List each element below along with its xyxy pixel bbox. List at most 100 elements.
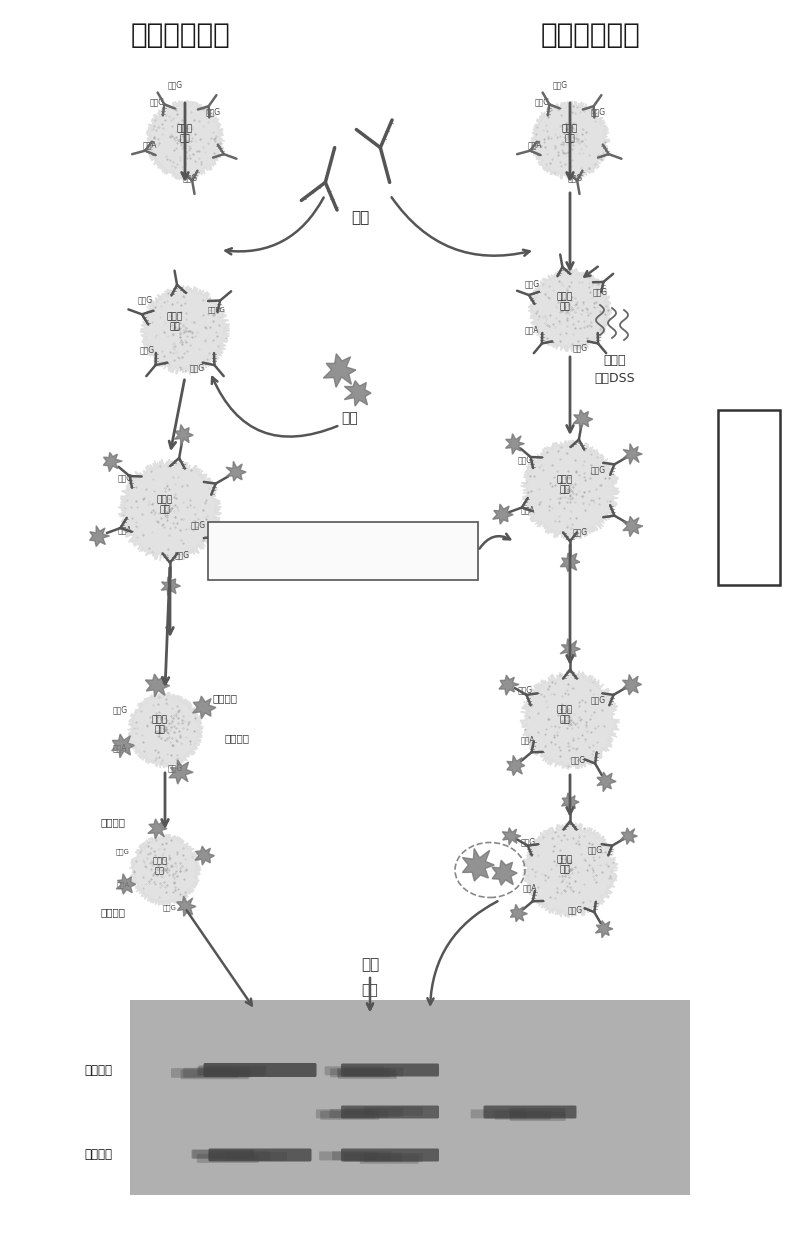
FancyBboxPatch shape xyxy=(338,1070,397,1079)
Polygon shape xyxy=(520,670,620,769)
Polygon shape xyxy=(323,354,356,388)
Text: 蛋白G: 蛋白G xyxy=(118,474,133,482)
FancyBboxPatch shape xyxy=(337,1068,396,1076)
Text: 蛋白A: 蛋白A xyxy=(522,884,538,892)
FancyBboxPatch shape xyxy=(208,1151,270,1160)
Text: 蛋白G: 蛋白G xyxy=(190,363,205,373)
FancyBboxPatch shape xyxy=(510,1112,566,1121)
Text: 蛋白G: 蛋白G xyxy=(174,551,190,559)
FancyBboxPatch shape xyxy=(197,1066,265,1076)
Text: 抗原: 抗原 xyxy=(342,411,358,425)
Polygon shape xyxy=(528,268,612,352)
Text: 蛋白G: 蛋白G xyxy=(190,521,206,530)
Text: 抗体轻链: 抗体轻链 xyxy=(84,1149,112,1161)
Polygon shape xyxy=(530,101,610,179)
Text: 琼脂糖
微珠: 琼脂糖 微珠 xyxy=(557,292,573,312)
Text: 蛋白G: 蛋白G xyxy=(567,905,582,915)
Polygon shape xyxy=(195,846,214,865)
Text: 蛋白FG: 蛋白FG xyxy=(208,307,226,313)
FancyBboxPatch shape xyxy=(341,1064,439,1076)
Text: 分子DSS: 分子DSS xyxy=(594,372,635,384)
Text: 琼脂糖
微珠: 琼脂糖 微珠 xyxy=(177,124,193,144)
FancyBboxPatch shape xyxy=(191,1150,254,1158)
FancyBboxPatch shape xyxy=(364,1106,423,1116)
Text: 蛋白G: 蛋白G xyxy=(590,696,606,705)
Text: 键: 键 xyxy=(745,498,753,513)
Polygon shape xyxy=(226,461,246,481)
FancyBboxPatch shape xyxy=(344,1068,403,1076)
Polygon shape xyxy=(623,444,642,465)
Polygon shape xyxy=(162,577,180,595)
Polygon shape xyxy=(118,459,222,561)
Text: 琼脂糖
微珠: 琼脂糖 微珠 xyxy=(167,312,183,332)
Text: 蛋白G: 蛋白G xyxy=(182,174,198,183)
Text: 琼脂糖
微珠: 琼脂糖 微珠 xyxy=(152,715,168,735)
Text: 蛋白G: 蛋白G xyxy=(587,845,602,854)
Text: 蛋白G: 蛋白G xyxy=(163,905,177,911)
FancyBboxPatch shape xyxy=(344,1108,403,1116)
Text: 蛋白G: 蛋白G xyxy=(525,280,539,288)
Text: 蛋白G: 蛋白G xyxy=(150,97,165,107)
Text: 蛋白G: 蛋白G xyxy=(518,455,533,465)
Text: 经典免疫沉淀: 经典免疫沉淀 xyxy=(130,21,230,48)
FancyBboxPatch shape xyxy=(470,1110,526,1119)
Text: 改: 改 xyxy=(745,418,753,433)
FancyBboxPatch shape xyxy=(209,1149,311,1161)
Polygon shape xyxy=(103,452,122,471)
Text: 琼脂糖
微珠: 琼脂糖 微珠 xyxy=(562,124,578,144)
Polygon shape xyxy=(169,759,193,784)
Text: 蛋白G: 蛋白G xyxy=(593,287,607,297)
Text: 交联小: 交联小 xyxy=(604,353,626,367)
Text: 琼脂糖
微珠: 琼脂糖 微珠 xyxy=(557,705,573,725)
Text: 蛋白G: 蛋白G xyxy=(573,343,587,353)
Polygon shape xyxy=(146,101,225,180)
Text: 抗体轻链: 抗体轻链 xyxy=(225,733,250,743)
FancyBboxPatch shape xyxy=(483,1105,577,1119)
FancyBboxPatch shape xyxy=(197,1154,259,1163)
FancyBboxPatch shape xyxy=(510,1109,566,1117)
FancyBboxPatch shape xyxy=(319,1151,378,1161)
FancyBboxPatch shape xyxy=(320,1111,379,1120)
Text: 琼脂糖
微珠: 琼脂糖 微珠 xyxy=(157,495,173,515)
FancyBboxPatch shape xyxy=(330,1069,389,1078)
Polygon shape xyxy=(499,675,519,695)
Text: 蛋白A: 蛋白A xyxy=(113,743,127,752)
Text: 蛋白G: 蛋白G xyxy=(167,763,182,772)
Polygon shape xyxy=(140,286,230,374)
Text: 抗体: 抗体 xyxy=(351,210,369,225)
Polygon shape xyxy=(560,639,580,659)
Polygon shape xyxy=(595,921,613,937)
FancyBboxPatch shape xyxy=(198,1065,266,1075)
Polygon shape xyxy=(493,503,514,525)
Text: 蛋白A: 蛋白A xyxy=(525,326,539,334)
Polygon shape xyxy=(510,905,527,922)
Text: 抗体轻链: 抗体轻链 xyxy=(101,907,126,917)
Text: 骤: 骤 xyxy=(745,553,753,567)
Text: 蛋白G: 蛋白G xyxy=(567,174,582,183)
Text: +100℃ 煮沸: +100℃ 煮沸 xyxy=(310,557,377,569)
Text: 琼脂糖
微珠: 琼脂糖 微珠 xyxy=(153,856,167,876)
Text: 蛋白G: 蛋白G xyxy=(518,685,533,695)
Polygon shape xyxy=(128,692,203,768)
Polygon shape xyxy=(560,553,580,572)
Bar xyxy=(718,410,780,585)
Polygon shape xyxy=(462,849,494,881)
Polygon shape xyxy=(597,772,616,792)
Text: 蛋白G: 蛋白G xyxy=(570,756,586,764)
FancyBboxPatch shape xyxy=(343,1152,402,1161)
Polygon shape xyxy=(492,860,517,885)
Polygon shape xyxy=(506,434,525,455)
FancyBboxPatch shape xyxy=(360,1155,419,1163)
Polygon shape xyxy=(344,380,371,406)
FancyBboxPatch shape xyxy=(181,1069,249,1079)
Polygon shape xyxy=(90,526,110,547)
Text: SDS凝胶上样缓冲液: SDS凝胶上样缓冲液 xyxy=(304,537,382,549)
FancyBboxPatch shape xyxy=(203,1063,317,1076)
Polygon shape xyxy=(573,410,593,430)
FancyBboxPatch shape xyxy=(325,1066,384,1075)
Text: 抗体重链: 抗体重链 xyxy=(84,1064,112,1076)
Text: 琼脂糖
微珠: 琼脂糖 微珠 xyxy=(557,855,573,875)
Polygon shape xyxy=(112,735,134,758)
Polygon shape xyxy=(562,793,579,810)
Polygon shape xyxy=(507,756,525,776)
